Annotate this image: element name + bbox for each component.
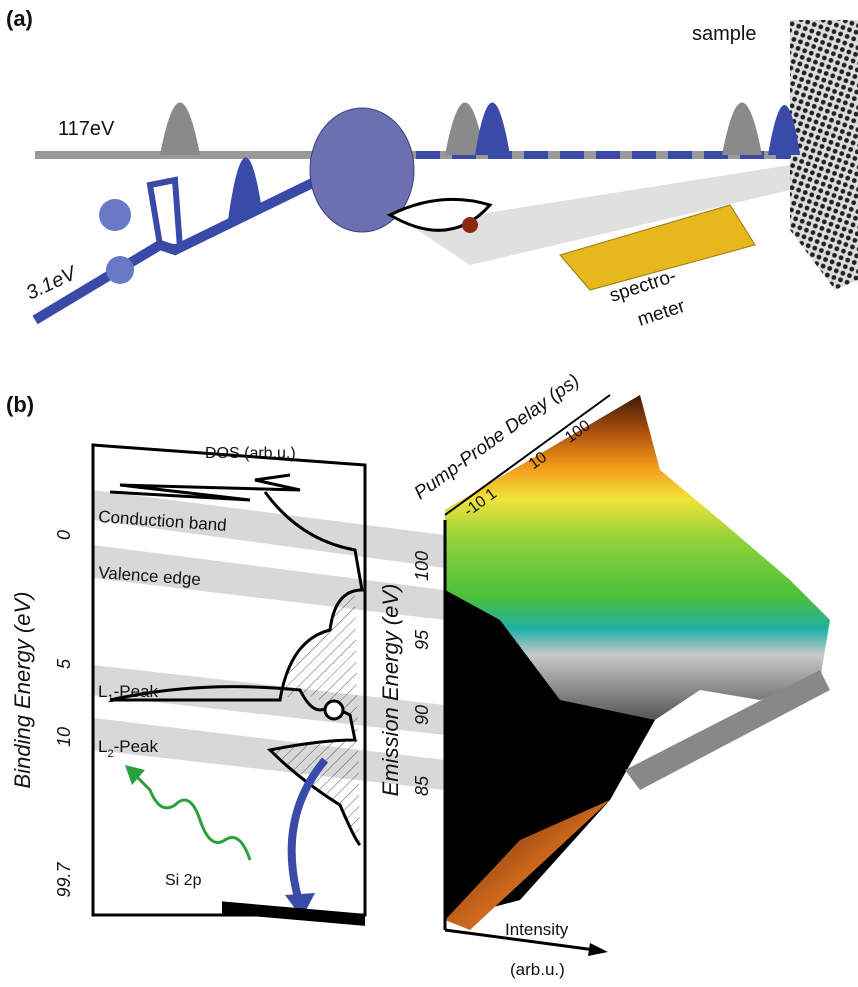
binding-axis-title: Binding Energy (eV) — [10, 592, 35, 789]
sample-label: sample — [692, 23, 756, 45]
surface — [445, 395, 830, 720]
tick-label: 95 — [412, 629, 432, 650]
photon-head — [125, 765, 145, 785]
tick-label: 85 — [412, 775, 432, 796]
eye-pupil — [462, 217, 478, 233]
delay-axis — [444, 394, 611, 516]
intensity-unit: (arb.u.) — [510, 960, 565, 979]
emission-rays — [410, 165, 790, 265]
tick-label: 5 — [54, 658, 74, 669]
core-hole — [323, 699, 345, 721]
tick-label: 100 — [412, 551, 432, 581]
surface-floor — [445, 800, 610, 930]
delay-stage — [146, 176, 184, 252]
core-level — [222, 901, 365, 926]
tick-label: 99.7 — [54, 862, 74, 898]
binding-ticks: 0 5 10 99.7 — [54, 530, 74, 898]
intensity-label: Intensity — [505, 920, 569, 939]
emission-ticks: 100 95 90 85 — [412, 551, 432, 796]
core-level-label: Si 2p — [165, 872, 202, 889]
tick-label: 90 — [412, 705, 432, 725]
mirror — [106, 256, 134, 284]
photon — [133, 773, 252, 861]
decay-arrow — [287, 757, 329, 907]
dos-label: DOS (arb.u.) — [205, 445, 296, 462]
surface-tail — [625, 670, 830, 790]
panel-label: (a) — [6, 6, 33, 31]
axis-head — [588, 943, 608, 956]
spectrometer-label: meter — [635, 296, 688, 331]
tick-label: 10 — [54, 727, 74, 747]
emission-axis-title: Emission Energy (eV) — [378, 584, 403, 797]
band-label: L1-Peak — [98, 682, 159, 705]
tick-label: 0 — [54, 530, 74, 540]
sample — [790, 20, 858, 290]
dos-hatch — [270, 590, 360, 845]
arrow-head — [285, 893, 315, 918]
probe-pulses — [160, 102, 762, 155]
mirror — [99, 199, 131, 231]
spectrometer — [559, 204, 756, 291]
panel-a: (a) sample 117eV 3.1eV spectro- meter — [6, 6, 858, 331]
beam-combiner — [309, 107, 415, 233]
panel-b: (b) Si 2p DOS (arb.u.) Conduction band V… — [6, 370, 830, 979]
surface-profile — [445, 590, 655, 920]
band-label: L2-Peak — [98, 737, 159, 760]
probe-label: 117eV — [58, 118, 115, 140]
panel-label: (b) — [6, 392, 34, 417]
pump-pulses — [228, 102, 800, 220]
intensity-axis — [444, 928, 596, 952]
